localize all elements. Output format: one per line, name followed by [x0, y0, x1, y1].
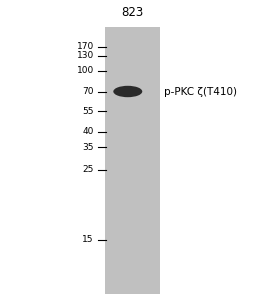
Text: 130: 130: [77, 51, 94, 60]
Text: 170: 170: [77, 42, 94, 51]
Text: 25: 25: [83, 165, 94, 174]
Text: 15: 15: [82, 236, 94, 244]
Text: 35: 35: [82, 142, 94, 152]
Text: p-PKC ζ(T410): p-PKC ζ(T410): [164, 86, 237, 97]
Text: 823: 823: [121, 7, 144, 20]
Text: 55: 55: [82, 106, 94, 116]
Bar: [105, 27, 160, 294]
Text: 40: 40: [83, 128, 94, 136]
Text: 70: 70: [82, 87, 94, 96]
Text: 100: 100: [77, 66, 94, 75]
Ellipse shape: [113, 86, 142, 97]
